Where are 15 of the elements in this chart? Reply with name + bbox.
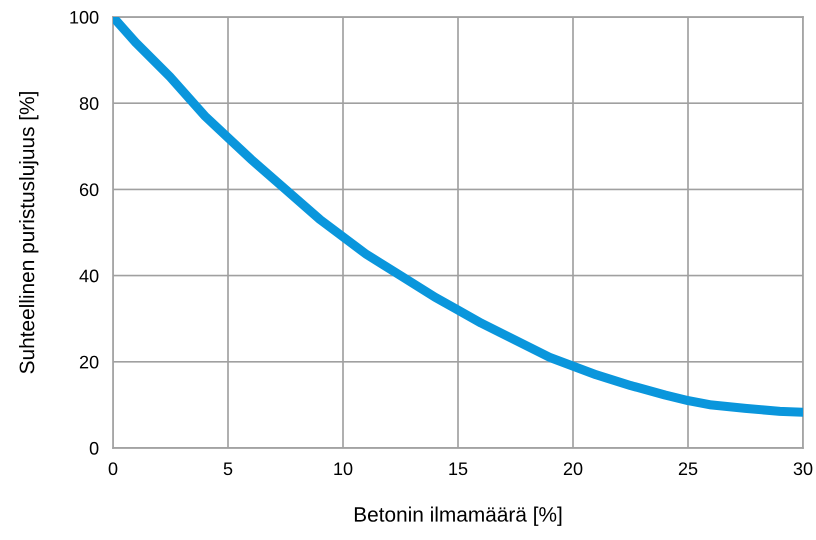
x-tick-label: 5 <box>224 462 232 476</box>
x-tick-label: 0 <box>108 462 118 476</box>
y-tick-label: 100 <box>70 10 98 24</box>
x-tick-label: 15 <box>449 462 468 476</box>
x-tick-label: 30 <box>794 462 812 476</box>
y-axis-title: Suhteellinen puristuslujuus [%] <box>19 92 38 374</box>
x-axis-title: Betonin ilmamäärä [%] <box>354 506 562 526</box>
y-tick-label: 60 <box>80 183 98 196</box>
y-tick-label: 40 <box>79 270 98 282</box>
x-tick-label: 20 <box>564 462 582 476</box>
y-tick-label: 20 <box>80 356 98 369</box>
x-tick-label: 25 <box>678 462 698 476</box>
x-tick-label: 10 <box>334 462 352 476</box>
y-tick-label: 0 <box>90 442 98 455</box>
y-tick-label: 80 <box>80 97 98 110</box>
